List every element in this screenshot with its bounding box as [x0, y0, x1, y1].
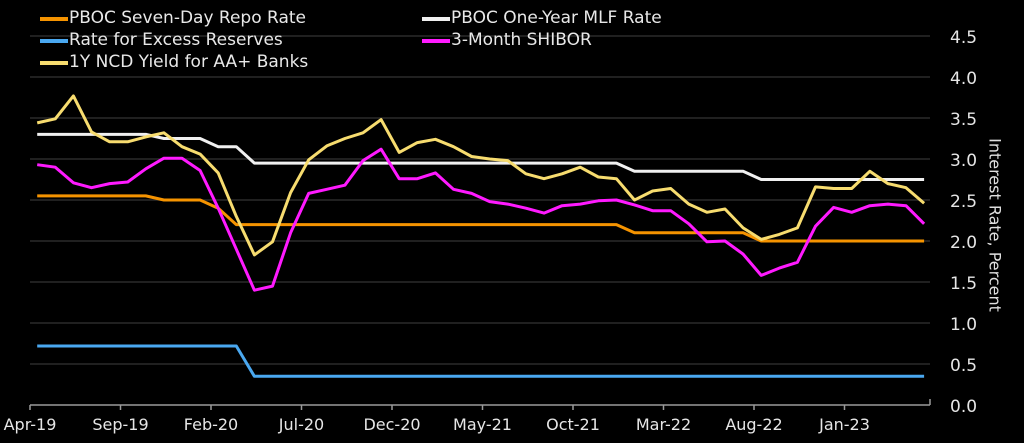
y-tick-label: 3.5 [950, 110, 977, 130]
y-tick-label: 0.0 [950, 397, 977, 417]
x-tick-label: Sep-19 [92, 415, 148, 434]
series-lines [36, 94, 926, 378]
legend-label: PBOC One-Year MLF Rate [451, 8, 662, 28]
legend-swatch [422, 16, 450, 21]
y-axis: 0.0 0.5 1.0 1.5 2.0 2.5 3.0 3.5 4.0 4.5 [950, 28, 977, 417]
y-tick-label: 4.0 [950, 69, 977, 89]
x-tick-label: Jan-23 [818, 415, 870, 434]
legend-item-shibor: 3-Month SHIBOR [422, 30, 592, 51]
legend-swatch [422, 38, 450, 43]
legend-item-excess-reserves: Rate for Excess Reserves [40, 30, 283, 51]
y-tick-label: 0.5 [950, 356, 977, 376]
series-line-rate-for-excess-reserves [37, 344, 925, 378]
series-line-pboc-seven-day-repo-rate [37, 194, 925, 243]
legend-swatch [40, 38, 68, 43]
legend-swatch [40, 16, 68, 21]
series-line-1y-ncd-yield-for-aa-banks [36, 94, 926, 257]
x-axis: Apr-19 Sep-19 Feb-20 Jul-20 Dec-20 May-21 Oct-… [4, 399, 931, 434]
x-tick-label: Aug-22 [725, 415, 782, 434]
legend-label: Rate for Excess Reserves [69, 30, 283, 50]
legend-label: 1Y NCD Yield for AA+ Banks [69, 52, 309, 72]
y-tick-label: 1.5 [950, 274, 977, 294]
legend-item-repo: PBOC Seven-Day Repo Rate [40, 8, 306, 29]
legend-label: PBOC Seven-Day Repo Rate [69, 8, 307, 28]
y-tick-label: 2.0 [950, 233, 977, 253]
x-tick-label: Apr-19 [4, 415, 57, 434]
x-tick-label: May-21 [453, 415, 512, 434]
y-tick-label: 3.0 [950, 151, 977, 171]
x-tick-label: Dec-20 [363, 415, 420, 434]
x-tick-label: Feb-20 [184, 415, 238, 434]
legend-swatch [40, 60, 68, 65]
x-tick-label: Oct-21 [546, 415, 600, 434]
legend-item-ncd: 1Y NCD Yield for AA+ Banks [40, 52, 308, 73]
legend-label: 3-Month SHIBOR [451, 30, 592, 50]
x-tick-label: Mar-22 [636, 415, 691, 434]
series-line-pboc-one-year-mlf-rate [37, 132, 925, 181]
y-tick-label: 2.5 [950, 192, 977, 212]
y-axis-label: Interest Rate, Percent [985, 138, 1005, 312]
legend-item-mlf: PBOC One-Year MLF Rate [422, 8, 662, 29]
y-tick-label: 1.0 [950, 315, 977, 335]
series-line-3-month-shibor [36, 147, 926, 292]
x-tick-label: Jul-20 [278, 415, 324, 434]
y-tick-label: 4.5 [950, 28, 977, 48]
